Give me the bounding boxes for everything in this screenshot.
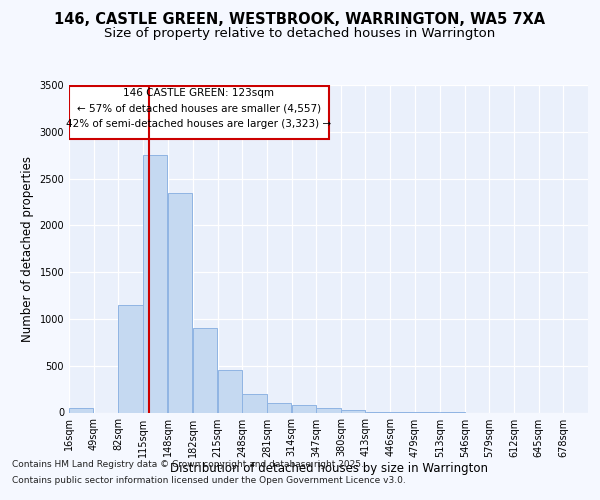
Text: 146 CASTLE GREEN: 123sqm: 146 CASTLE GREEN: 123sqm bbox=[123, 88, 274, 98]
Text: 42% of semi-detached houses are larger (3,323) →: 42% of semi-detached houses are larger (… bbox=[66, 119, 331, 129]
Bar bbox=[316, 408, 341, 412]
Bar bbox=[168, 192, 192, 412]
Bar bbox=[69, 86, 329, 140]
Y-axis label: Number of detached properties: Number of detached properties bbox=[21, 156, 34, 342]
X-axis label: Distribution of detached houses by size in Warrington: Distribution of detached houses by size … bbox=[170, 462, 487, 475]
Bar bbox=[292, 406, 316, 412]
Text: 146, CASTLE GREEN, WESTBROOK, WARRINGTON, WA5 7XA: 146, CASTLE GREEN, WESTBROOK, WARRINGTON… bbox=[55, 12, 545, 28]
Text: Contains HM Land Registry data © Crown copyright and database right 2025.: Contains HM Land Registry data © Crown c… bbox=[12, 460, 364, 469]
Bar bbox=[143, 155, 167, 412]
Bar bbox=[242, 394, 267, 412]
Bar bbox=[218, 370, 242, 412]
Text: ← 57% of detached houses are smaller (4,557): ← 57% of detached houses are smaller (4,… bbox=[77, 104, 321, 114]
Text: Contains public sector information licensed under the Open Government Licence v3: Contains public sector information licen… bbox=[12, 476, 406, 485]
Bar bbox=[267, 403, 292, 412]
Text: Size of property relative to detached houses in Warrington: Size of property relative to detached ho… bbox=[104, 28, 496, 40]
Bar bbox=[193, 328, 217, 412]
Bar bbox=[118, 305, 143, 412]
Bar bbox=[341, 410, 365, 412]
Bar bbox=[69, 408, 94, 412]
